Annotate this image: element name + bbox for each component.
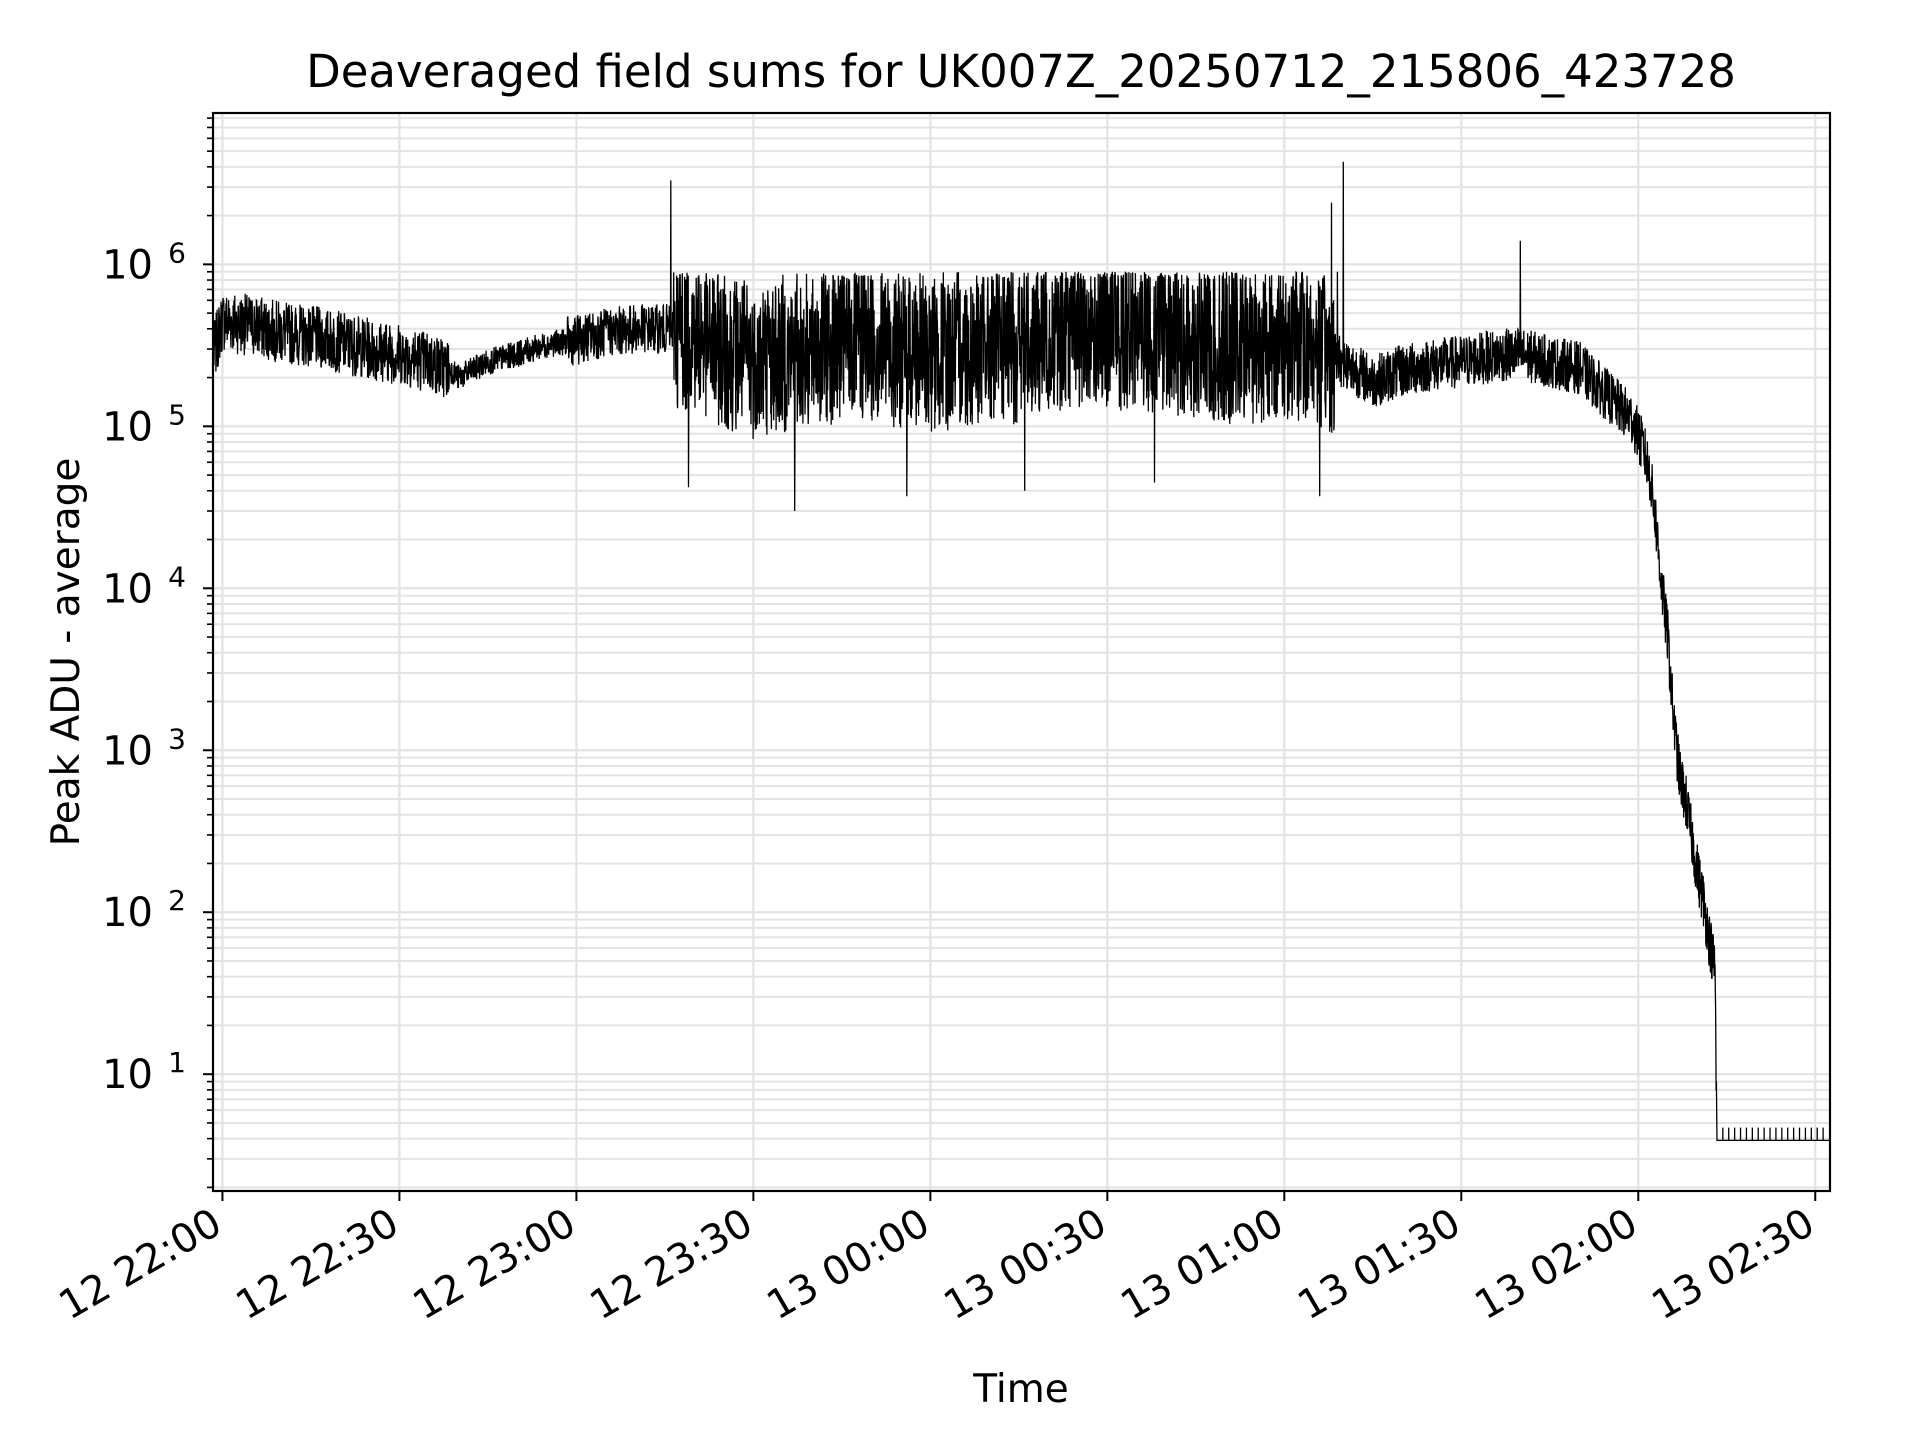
y-tick-base: 10	[102, 404, 153, 450]
y-axis-label: Peak ADU - average	[44, 458, 89, 847]
y-axis-ticks: 10 1 10 2 10 3 10 4 10 5 10 6	[102, 117, 213, 1189]
y-tick-exponent: 3	[168, 722, 186, 755]
data-series	[212, 161, 1830, 1142]
y-tick-exponent: 1	[168, 1046, 186, 1079]
y-tick-label: 10	[102, 1052, 153, 1098]
x-axis-label: Time	[972, 1367, 1068, 1412]
grid-lines	[213, 113, 1830, 1191]
y-tick-label: 10	[102, 728, 153, 774]
y-tick-base: 10	[102, 566, 153, 612]
y-tick-exponent: 2	[168, 884, 186, 917]
chart-title: Deaveraged field sums for UK007Z_2025071…	[306, 45, 1736, 98]
y-tick-base: 10	[102, 728, 153, 774]
y-tick-label: 10	[102, 242, 153, 288]
y-tick-exponent: 4	[168, 560, 186, 593]
y-tick-label: 10	[102, 890, 153, 936]
y-tick-base: 10	[102, 1052, 153, 1098]
y-tick-label: 10	[102, 566, 153, 612]
y-tick-base: 10	[102, 890, 153, 936]
y-tick-base: 10	[102, 242, 153, 288]
series-line	[212, 161, 1830, 1142]
y-tick-label: 10	[102, 404, 153, 450]
y-tick-exponent: 6	[168, 236, 186, 269]
y-tick-exponent: 5	[168, 398, 186, 431]
